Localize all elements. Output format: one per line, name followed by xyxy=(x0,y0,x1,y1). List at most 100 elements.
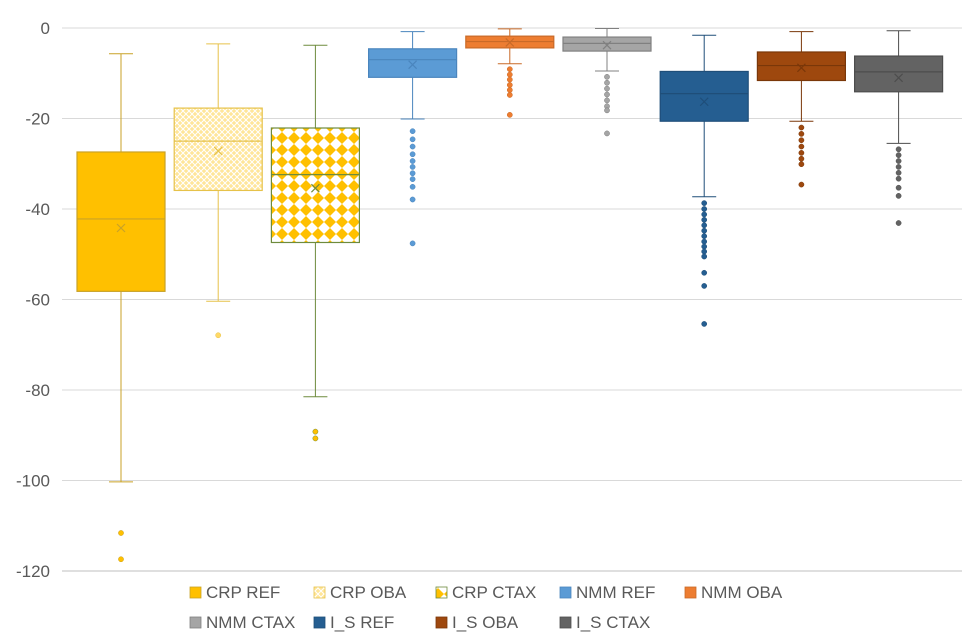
box-iqr xyxy=(659,70,749,122)
box-group xyxy=(756,31,847,188)
mean-marker xyxy=(408,60,418,70)
outlier-point xyxy=(604,130,610,137)
outlier-point xyxy=(798,131,805,137)
outlier-point xyxy=(701,222,708,229)
outlier-point xyxy=(409,164,416,170)
outlier-point xyxy=(895,152,902,159)
outlier-point xyxy=(506,82,513,88)
outlier-point xyxy=(409,196,416,203)
legend-label: I_S OBA xyxy=(452,613,519,632)
y-tick-label: -60 xyxy=(25,291,50,310)
legend-label: NMM REF xyxy=(576,583,655,602)
boxes xyxy=(76,27,944,563)
legend-swatch xyxy=(559,616,572,629)
outlier-point xyxy=(409,143,416,150)
legend: CRP REF CRP OBA CRP CTAX NMM REF NMM OBA NMM … xyxy=(189,583,783,632)
outlier-point xyxy=(895,158,902,164)
y-tick-label: 0 xyxy=(41,19,50,38)
outlier-point xyxy=(409,136,416,143)
outlier-point xyxy=(701,217,708,223)
outlier-point xyxy=(409,128,416,135)
legend-swatch xyxy=(313,586,326,599)
outlier-point xyxy=(506,112,513,118)
box-group xyxy=(368,31,458,247)
outlier-point xyxy=(701,269,708,276)
outlier-point xyxy=(701,321,708,327)
outlier-point xyxy=(506,66,513,73)
y-tick-label: -80 xyxy=(25,381,50,400)
legend-swatch xyxy=(189,586,202,599)
legend-label: NMM CTAX xyxy=(206,613,295,632)
outlier-point xyxy=(312,428,319,435)
y-tick-label: -20 xyxy=(25,110,50,129)
box-iqr xyxy=(270,127,360,244)
outlier-point xyxy=(409,151,416,158)
box-iqr xyxy=(368,48,458,78)
outlier-point xyxy=(118,530,124,536)
box-group xyxy=(173,43,263,339)
outlier-point xyxy=(312,435,319,442)
legend-label: I_S REF xyxy=(330,613,394,632)
box-group xyxy=(76,53,166,563)
mean-marker xyxy=(894,73,904,83)
box-group xyxy=(853,30,944,226)
outlier-point xyxy=(701,227,708,234)
mean-marker xyxy=(699,97,709,107)
outlier-point xyxy=(895,184,902,191)
outlier-point xyxy=(701,233,708,239)
outlier-point xyxy=(798,161,805,168)
legend-label: NMM OBA xyxy=(701,583,783,602)
outlier-point xyxy=(701,243,708,250)
outlier-point xyxy=(895,164,902,170)
legend-swatch xyxy=(189,616,202,629)
outlier-point xyxy=(798,155,805,162)
outlier-point xyxy=(798,143,805,150)
box-iqr xyxy=(173,107,263,192)
outlier-point xyxy=(701,253,708,260)
legend-label: CRP REF xyxy=(206,583,280,602)
outlier-point xyxy=(895,175,902,182)
outlier-point xyxy=(604,74,610,80)
legend-swatch xyxy=(684,586,697,599)
box-iqr xyxy=(562,36,652,52)
outlier-point xyxy=(701,211,708,218)
box-group xyxy=(465,28,555,118)
outlier-point xyxy=(604,85,610,92)
legend-label: CRP OBA xyxy=(330,583,407,602)
mean-marker xyxy=(505,38,515,47)
y-tick-label: -120 xyxy=(16,562,50,581)
box-group xyxy=(270,44,360,442)
legend-swatch xyxy=(435,586,448,599)
mean-marker xyxy=(310,183,320,193)
legend-swatch xyxy=(559,586,572,599)
outlier-point xyxy=(701,238,708,245)
y-tick-label: -40 xyxy=(25,200,50,219)
outlier-point xyxy=(409,158,416,164)
mean-marker xyxy=(116,223,126,233)
outlier-point xyxy=(604,79,610,86)
outlier-point xyxy=(506,92,513,98)
outlier-point xyxy=(409,240,416,247)
outlier-point xyxy=(604,97,610,104)
legend-swatch xyxy=(313,616,326,629)
box-iqr xyxy=(853,55,944,93)
outlier-point xyxy=(409,170,416,177)
box-iqr xyxy=(76,151,166,292)
legend-swatch xyxy=(435,616,448,629)
outlier-point xyxy=(215,332,222,339)
outlier-point xyxy=(798,181,805,188)
outlier-point xyxy=(118,556,124,563)
box-group xyxy=(659,34,749,327)
outlier-point xyxy=(895,169,902,176)
box-group xyxy=(562,27,652,137)
outlier-point xyxy=(604,107,610,114)
outlier-point xyxy=(506,76,513,83)
mean-marker xyxy=(602,40,612,50)
outlier-point xyxy=(506,71,513,78)
outlier-point xyxy=(895,193,902,199)
outlier-point xyxy=(701,206,708,212)
outlier-point xyxy=(798,124,805,131)
outlier-point xyxy=(895,220,902,226)
legend-label: CRP CTAX xyxy=(452,583,536,602)
